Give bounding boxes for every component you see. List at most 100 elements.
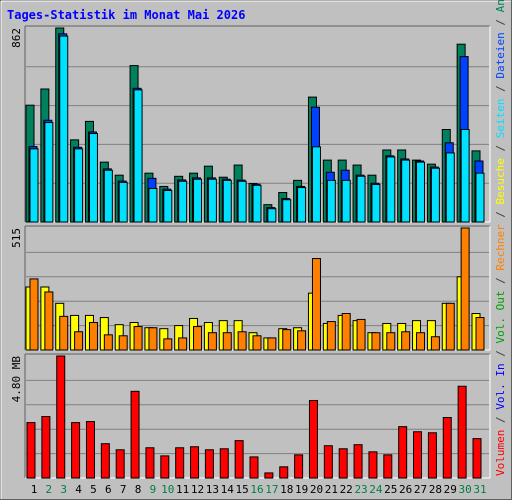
legend-separator: / xyxy=(494,344,507,364)
x-tick-label: 25 xyxy=(384,483,397,496)
bar xyxy=(204,449,214,479)
bar xyxy=(118,181,128,223)
bar xyxy=(59,315,69,351)
bar xyxy=(133,326,143,351)
legend-entry: Volumen xyxy=(494,430,507,476)
bar xyxy=(175,447,185,479)
x-tick-label: 14 xyxy=(221,483,235,496)
legend-separator: / xyxy=(494,12,507,32)
bar xyxy=(297,187,307,223)
bar xyxy=(115,449,125,479)
bar xyxy=(44,122,54,223)
bar xyxy=(457,385,467,479)
bar xyxy=(401,159,411,223)
bar xyxy=(85,421,95,479)
x-tick-label: 30 xyxy=(459,483,472,496)
bar xyxy=(234,440,244,479)
bar xyxy=(29,278,39,351)
bar xyxy=(445,152,455,223)
x-tick-label: 8 xyxy=(135,483,142,496)
bar xyxy=(190,446,200,479)
bar xyxy=(472,438,482,479)
bar xyxy=(26,422,36,479)
bar xyxy=(427,432,437,479)
x-tick-label: 9 xyxy=(150,483,157,496)
bar xyxy=(279,466,289,479)
bar xyxy=(326,321,336,351)
bar xyxy=(442,417,452,479)
legend-separator: / xyxy=(494,410,507,430)
bar xyxy=(103,334,113,351)
bar xyxy=(222,179,232,223)
y-tick-label: 515 xyxy=(10,228,23,248)
bar xyxy=(430,167,440,223)
bar xyxy=(249,456,259,479)
chart-title: Tages-Statistik im Monat Mai 2026 xyxy=(7,8,245,22)
bar xyxy=(145,447,155,479)
bar xyxy=(193,178,203,223)
x-tick-label: 6 xyxy=(105,483,112,496)
bar xyxy=(430,336,440,351)
y-tick-label: 4.80 MB xyxy=(10,356,23,403)
bar xyxy=(178,180,188,223)
bar xyxy=(267,337,277,351)
bar xyxy=(341,313,351,351)
x-tick-label: 5 xyxy=(90,483,97,496)
bar xyxy=(401,331,411,351)
bar xyxy=(383,454,393,479)
bar xyxy=(130,390,140,479)
bar xyxy=(311,146,321,223)
bar xyxy=(88,133,98,223)
bar xyxy=(222,332,232,351)
bar xyxy=(237,331,247,351)
bar xyxy=(264,472,274,479)
x-tick-label: 10 xyxy=(161,483,174,496)
x-tick-label: 16 xyxy=(250,483,263,496)
bar xyxy=(368,451,378,479)
bar xyxy=(308,399,318,479)
bar xyxy=(88,322,98,351)
bar xyxy=(386,332,396,351)
x-tick-label: 19 xyxy=(295,483,308,496)
bar xyxy=(413,431,423,479)
x-tick-label: 13 xyxy=(206,483,219,496)
bar xyxy=(252,335,262,351)
x-tick-label: 29 xyxy=(444,483,457,496)
legend-entry: Vol. In xyxy=(494,363,507,409)
x-tick-label: 18 xyxy=(280,483,293,496)
bar xyxy=(326,179,336,223)
bar xyxy=(416,332,426,351)
bar xyxy=(74,148,84,223)
bar xyxy=(338,448,348,479)
legend-separator: / xyxy=(494,271,507,291)
bar xyxy=(29,148,39,223)
bar xyxy=(297,330,307,351)
bar xyxy=(219,448,229,479)
bar xyxy=(252,184,262,223)
x-tick-label: 21 xyxy=(325,483,338,496)
bar xyxy=(207,178,217,223)
bar xyxy=(133,89,143,223)
legend-entry: Anfragen xyxy=(494,0,507,12)
legend-entry: Vol. Out xyxy=(494,291,507,344)
bar xyxy=(59,35,69,223)
bar xyxy=(41,415,51,479)
bar xyxy=(193,326,203,351)
legend-entry: Besuche xyxy=(494,158,507,204)
legend-entry: Rechner xyxy=(494,224,507,271)
bar xyxy=(323,445,333,479)
bar xyxy=(100,443,110,479)
legend-entry: Dateien xyxy=(494,32,507,78)
x-tick-label: 23 xyxy=(354,483,367,496)
bar xyxy=(371,332,381,351)
bar xyxy=(371,183,381,223)
x-tick-label: 12 xyxy=(191,483,204,496)
x-tick-label: 24 xyxy=(369,483,383,496)
bar xyxy=(475,172,485,223)
x-tick-label: 11 xyxy=(176,483,189,496)
x-tick-label: 15 xyxy=(236,483,249,496)
bar xyxy=(237,180,247,223)
x-tick-label: 22 xyxy=(340,483,353,496)
bar xyxy=(356,318,366,351)
bar xyxy=(353,444,363,479)
